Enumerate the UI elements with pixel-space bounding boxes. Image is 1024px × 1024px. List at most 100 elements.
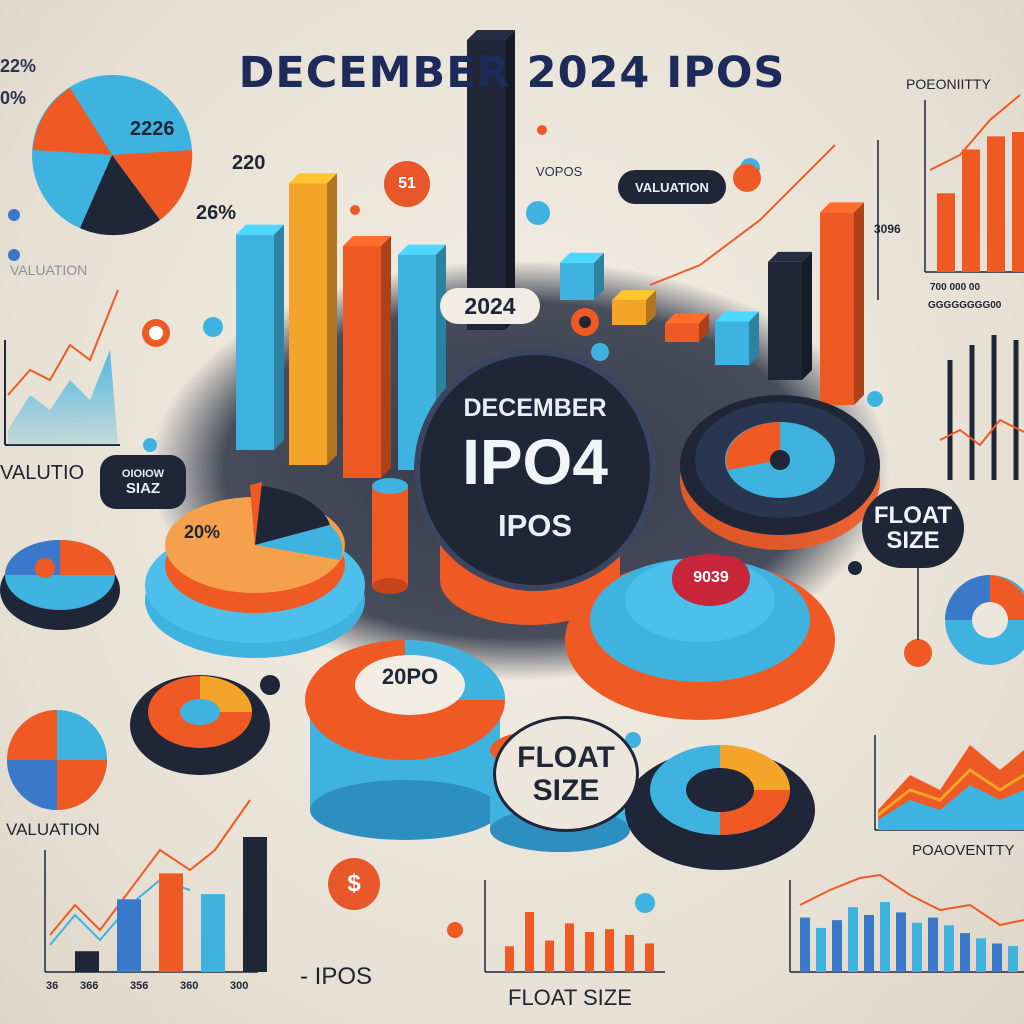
main-bars-3d	[236, 30, 864, 478]
main-bar	[820, 202, 864, 405]
bar	[987, 136, 1005, 272]
size-pill: OIOIOW SIAZ	[100, 455, 186, 509]
target-disc-right	[680, 395, 880, 550]
main-bar	[560, 252, 604, 300]
main-bar	[343, 236, 391, 478]
pct-edge-b: 0%	[0, 88, 27, 108]
bar	[800, 917, 810, 972]
bar	[832, 920, 842, 972]
bar-chart-bottom-left	[44, 799, 267, 973]
line-chart-right	[939, 335, 1024, 480]
bar	[960, 933, 970, 972]
donut-left-lower	[130, 675, 270, 775]
disc-right-tag: 9039	[672, 556, 750, 600]
valuation-left-label: VALUTIO	[0, 462, 85, 484]
pct-label-b: 26%	[196, 202, 237, 224]
area-chart-right	[874, 735, 1024, 831]
right-bottom-label: POAOVENTTY	[912, 842, 1015, 859]
main-bar	[467, 30, 515, 330]
disc-lower-center	[305, 640, 505, 840]
ipos-bottom-label: - IPOS	[300, 963, 373, 990]
valuation-pill: VALUATION	[618, 170, 726, 204]
bar	[645, 943, 654, 972]
bar	[1008, 946, 1018, 972]
bar	[962, 149, 980, 272]
bar	[848, 907, 858, 972]
decor-dots	[8, 125, 932, 938]
axis-tick-bl-3: 356	[130, 980, 149, 992]
bar	[976, 938, 986, 972]
right-top-label: POEONIITTY	[906, 76, 991, 92]
donut-lower-right	[625, 745, 815, 870]
bar	[816, 927, 826, 972]
donut-right-edge	[945, 575, 1024, 665]
line-chart-left	[4, 289, 120, 446]
center-badge-line3: IPOS	[497, 508, 573, 543]
main-bar	[768, 251, 812, 380]
bar	[605, 929, 614, 972]
bar	[565, 923, 574, 972]
bar-chart-top-right	[924, 94, 1024, 273]
bar	[505, 946, 514, 972]
bar	[944, 925, 954, 972]
faded-valuation-label: VALUATION	[10, 262, 88, 278]
center-badge-line1: DECEMBER	[463, 394, 607, 422]
center-disc-stack	[414, 349, 656, 625]
pie-top-left	[32, 74, 193, 236]
pct-label-a: 220	[232, 152, 266, 174]
small-tag: 51	[384, 161, 430, 207]
right-axis-ticks: 700 000 00	[930, 282, 981, 293]
float-size-pill-label: FLOAT SIZE	[873, 501, 953, 554]
pct-right-label: 3096	[874, 222, 901, 236]
bar	[880, 902, 890, 972]
main-bar	[236, 224, 284, 450]
main-bar	[665, 313, 709, 342]
size-pill-top: OIOIOW	[121, 467, 165, 480]
bar	[937, 193, 955, 272]
bar	[75, 951, 99, 972]
bar	[625, 934, 634, 972]
year-bubble: 2024	[440, 288, 540, 324]
page-title: DECEMBER 2024 IPOS	[238, 48, 786, 98]
valuation-bottom-left-label: VALUATION	[6, 820, 100, 839]
small-cylinder	[372, 478, 408, 594]
vopos-label: VOPOS	[536, 164, 583, 179]
disc-center-label: 20PO	[381, 664, 439, 689]
pie-mid-left-3d	[145, 482, 365, 658]
bar-chart-bottom-center	[484, 880, 665, 973]
pie-top-left-label: 2226	[130, 118, 175, 140]
size-pill-label: SIAZ	[125, 479, 161, 497]
axis-tick-bl-1: 36	[46, 980, 59, 992]
float-size-pill: FLOAT SIZE	[862, 488, 964, 568]
bar	[117, 899, 141, 972]
bar	[159, 873, 183, 972]
bar	[1012, 132, 1024, 272]
dollar-badge: $	[328, 858, 380, 910]
bar-chart-bottom-right	[789, 873, 1024, 973]
donut-mid-left	[0, 540, 120, 630]
axis-tick-bl-2: 366	[80, 980, 99, 992]
center-badge-line2: IPO4	[462, 426, 608, 498]
bar	[525, 912, 534, 972]
rings-lower-right	[565, 554, 835, 720]
bar	[992, 943, 1002, 972]
bar	[896, 912, 906, 972]
bar	[928, 917, 938, 972]
axis-tick-bl-4: 360	[180, 980, 199, 992]
pct-edge-a: 22%	[0, 56, 37, 76]
pie-bottom-left	[7, 710, 107, 810]
bar	[864, 914, 874, 972]
bar	[912, 922, 922, 972]
right-axis-ticks-2: GGGGGGGG00	[928, 300, 1002, 311]
main-bar	[715, 311, 759, 365]
bar	[545, 940, 554, 972]
float-size-bottom-label: FLOAT SIZE	[508, 985, 632, 1010]
float-size-center-label: FLOAT SIZE	[493, 716, 639, 832]
main-bar	[612, 290, 656, 325]
pie-mid-left-label: 20%	[184, 522, 221, 542]
axis-tick-bl-5: 300	[230, 980, 249, 992]
bar	[201, 894, 225, 972]
bar	[585, 932, 594, 972]
bar	[243, 837, 267, 972]
